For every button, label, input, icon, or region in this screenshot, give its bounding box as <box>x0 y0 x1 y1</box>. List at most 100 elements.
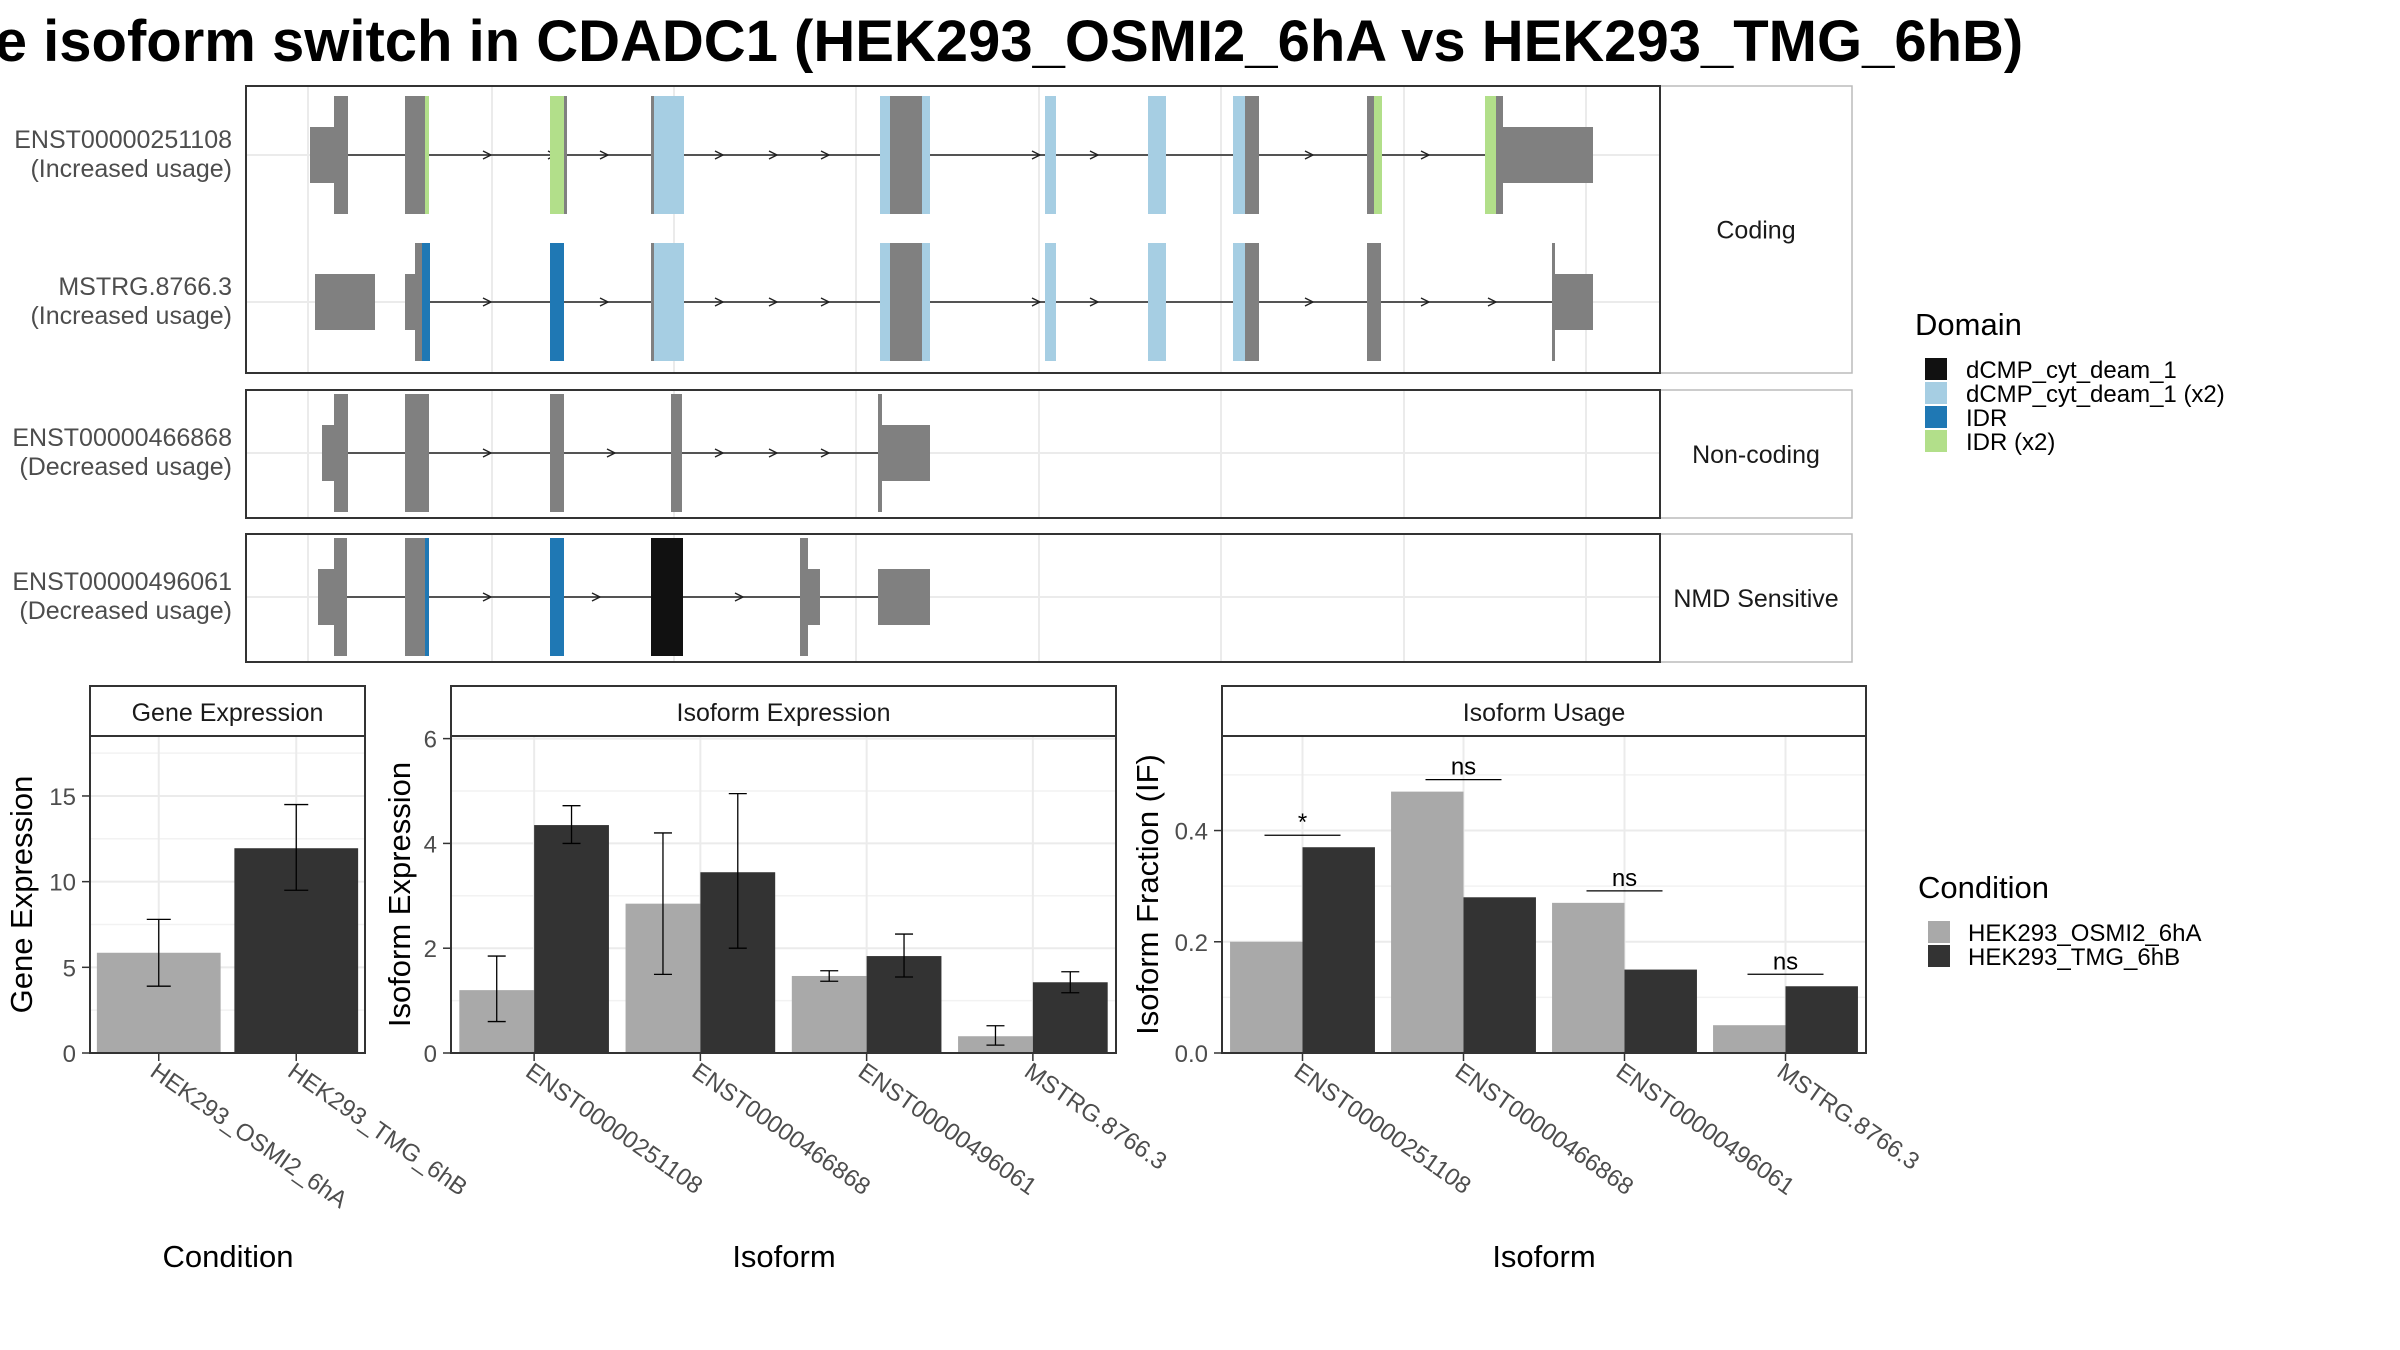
domain-legend-label: dCMP_cyt_deam_1 (x2) <box>1966 381 2225 408</box>
facet-strip-label: NMD Sensitive <box>1673 585 1838 613</box>
bar <box>1230 941 1303 1053</box>
domain-legend-key <box>1925 406 1947 428</box>
exon-block <box>405 394 429 512</box>
transcript-name-label: ENST00000466868 <box>12 424 232 452</box>
intron-direction-arrow <box>1304 150 1315 160</box>
exon-block <box>322 425 336 481</box>
exon-block <box>1045 243 1056 361</box>
exon-block <box>422 243 430 361</box>
y-tick-label: 0 <box>63 1041 76 1068</box>
y-tick-label: 5 <box>63 955 76 982</box>
transcript-row: MSTRG.8766.3(Increased usage) <box>30 243 1593 361</box>
transcript-row: ENST00000466868(Decreased usage) <box>12 394 930 512</box>
exon-block <box>808 569 820 625</box>
chart-isoform-usage: * ns ns ns Isoform Usage 0.0 0.2 0.4 ENST0000025… <box>1130 685 1924 1274</box>
exon-block <box>1245 243 1259 361</box>
intron-direction-arrow <box>768 150 779 160</box>
facet-strip <box>450 685 1117 737</box>
x-axis-title: Condition <box>163 1239 294 1274</box>
intron-direction-arrow <box>820 297 831 307</box>
exon-block <box>651 96 654 214</box>
structure-plot-border <box>245 389 1661 519</box>
exon-block <box>425 538 429 656</box>
intron-direction-arrow <box>714 448 725 458</box>
bar <box>791 975 867 1053</box>
structure-plot-border <box>245 533 1661 663</box>
exon-block <box>1374 96 1382 214</box>
exon-block <box>671 394 682 512</box>
transcript-usage-label: (Decreased usage) <box>19 453 232 481</box>
exon-block <box>405 538 425 656</box>
exon-block <box>890 96 922 214</box>
exon-block <box>1552 243 1555 361</box>
x-tick-label: ENST00000251108 <box>1289 1058 1476 1200</box>
exon-block <box>878 569 930 625</box>
y-tick-label: 4 <box>424 831 437 858</box>
intron-direction-arrow <box>482 448 493 458</box>
domain-legend-title: Domain <box>1915 307 2022 342</box>
x-tick-label: ENST00000251108 <box>521 1058 708 1200</box>
intron-direction-arrow <box>768 297 779 307</box>
transcript-row: ENST00000251108(Increased usage) <box>14 96 1593 214</box>
y-tick-label: 10 <box>49 870 76 897</box>
intron-direction-arrow <box>606 448 617 458</box>
structure-plot-border <box>245 85 1661 374</box>
exon-block <box>1503 127 1593 183</box>
x-tick-label: ENST00000496061 <box>853 1058 1041 1201</box>
exon-block <box>405 274 417 330</box>
exon-block <box>651 243 654 361</box>
domain-legend-label: IDR (x2) <box>1966 429 2055 456</box>
intron-direction-arrow <box>1089 150 1100 160</box>
facet-strip-label: Non-coding <box>1692 441 1820 469</box>
bar <box>1785 986 1858 1053</box>
exon-block <box>310 127 336 183</box>
transcript-usage-label: (Increased usage) <box>30 302 232 330</box>
exon-block <box>1233 96 1245 214</box>
chart-title: Isoform Expression <box>677 699 891 727</box>
facet-strip <box>1659 85 1853 374</box>
exon-block <box>315 274 375 330</box>
domain-legend-label: dCMP_cyt_deam_1 <box>1966 357 2177 384</box>
transcript-group-non-coding: Non-coding ENST00000466868(Decreased usag… <box>12 389 1853 519</box>
intron-direction-arrow <box>1031 297 1042 307</box>
structure-plot-background <box>246 86 1660 373</box>
figure-title: Gene isoform switch in CDADC1 (HEK293_OS… <box>0 9 2024 74</box>
intron-direction-arrow <box>1031 150 1042 160</box>
intron-direction-arrow <box>599 297 610 307</box>
domain-legend-label: IDR <box>1966 405 2007 432</box>
bar <box>534 825 609 1053</box>
transcript-usage-label: (Increased usage) <box>30 155 232 183</box>
exon-block <box>654 243 684 361</box>
exon-block <box>890 243 922 361</box>
chart-isoform-expression: Isoform Expression0246ENST00000251108ENS… <box>382 685 1172 1274</box>
intron-direction-arrow <box>714 150 725 160</box>
exon-block <box>564 96 567 214</box>
y-axis-title: Isoform Fraction (IF) <box>1130 754 1165 1035</box>
intron-direction-arrow <box>820 448 831 458</box>
x-axis-title: Isoform <box>732 1239 835 1274</box>
y-tick-label: 6 <box>424 727 437 754</box>
x-tick-label: ENST00000466868 <box>1450 1058 1638 1201</box>
exon-block <box>405 96 425 214</box>
condition-legend-title: Condition <box>1918 870 2049 905</box>
exon-block <box>1148 243 1166 361</box>
exon-block <box>878 394 882 512</box>
exon-block <box>922 96 930 214</box>
facet-strip <box>1659 389 1853 519</box>
transcript-row: ENST00000496061(Decreased usage) <box>12 538 930 656</box>
intron-direction-arrow <box>1304 297 1315 307</box>
transcript-name-label: MSTRG.8766.3 <box>58 273 232 301</box>
exon-block <box>1367 243 1381 361</box>
exon-block <box>1496 96 1503 214</box>
domain-legend-key <box>1925 382 1947 404</box>
facet-strip <box>1221 685 1867 737</box>
bar <box>1391 791 1464 1053</box>
y-axis-title: Isoform Expression <box>382 762 417 1027</box>
condition-legend-key <box>1928 945 1950 967</box>
exon-block <box>550 394 564 512</box>
exon-block <box>1045 96 1056 214</box>
x-tick-label: MSTRG.8766.3 <box>1772 1058 1924 1176</box>
exon-block <box>334 394 348 512</box>
bar <box>1552 902 1625 1053</box>
exon-block <box>922 243 930 361</box>
